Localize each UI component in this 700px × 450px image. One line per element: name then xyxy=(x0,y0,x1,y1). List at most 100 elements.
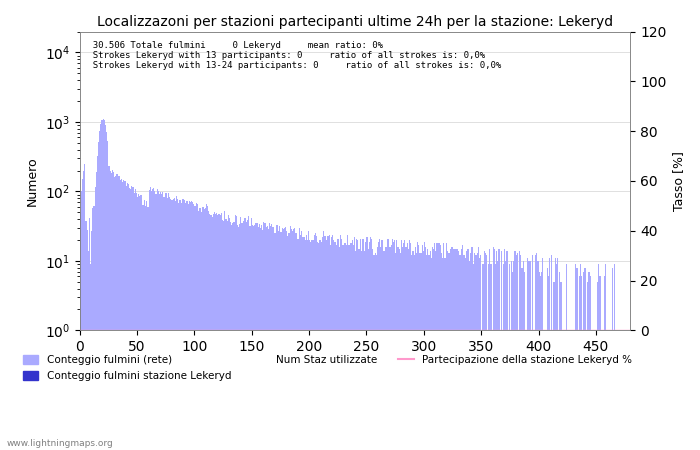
Bar xyxy=(261,225,262,450)
Bar xyxy=(91,231,92,450)
Bar xyxy=(80,191,82,450)
Bar xyxy=(502,330,503,450)
Bar xyxy=(463,256,464,450)
Bar xyxy=(519,251,520,450)
Bar xyxy=(435,251,437,450)
Bar xyxy=(356,238,357,450)
Bar xyxy=(594,330,595,450)
Bar xyxy=(355,251,356,450)
Bar xyxy=(414,247,416,450)
Bar xyxy=(314,234,315,450)
Bar xyxy=(122,181,123,450)
Bar xyxy=(549,258,550,450)
Partecipazione della stazione Lekeryd % xyxy=(246,328,255,333)
Bar xyxy=(473,264,475,450)
Bar xyxy=(315,233,316,450)
Bar xyxy=(287,236,288,450)
Bar xyxy=(477,253,478,450)
Bar xyxy=(107,141,108,450)
Bar xyxy=(249,226,251,450)
Bar xyxy=(374,253,376,450)
Bar xyxy=(130,189,132,450)
Bar xyxy=(383,251,384,450)
Bar xyxy=(402,247,403,450)
Bar xyxy=(344,243,346,450)
Bar xyxy=(268,229,269,450)
Bar xyxy=(503,264,504,450)
Bar xyxy=(330,245,331,450)
Bar xyxy=(146,201,148,450)
Bar xyxy=(297,238,298,450)
Bar xyxy=(454,249,455,450)
Bar xyxy=(298,238,299,450)
Bar xyxy=(525,330,526,450)
Partecipazione della stazione Lekeryd % xyxy=(410,328,418,333)
Bar xyxy=(278,231,279,450)
Bar xyxy=(293,229,294,450)
Bar xyxy=(438,243,439,450)
Bar xyxy=(179,200,181,450)
Bar xyxy=(102,120,103,450)
Bar xyxy=(284,228,285,450)
Bar xyxy=(152,189,153,450)
Bar xyxy=(162,192,163,450)
Bar xyxy=(578,330,579,450)
Bar xyxy=(522,261,524,450)
Bar xyxy=(494,249,495,450)
Bar xyxy=(161,194,162,450)
Bar xyxy=(547,276,549,450)
Bar xyxy=(401,240,402,450)
Bar xyxy=(576,268,578,450)
Bar xyxy=(550,330,551,450)
Bar xyxy=(175,201,176,450)
Bar xyxy=(568,330,570,450)
Bar xyxy=(535,256,536,450)
Bar xyxy=(500,251,502,450)
Bar xyxy=(103,119,104,450)
Bar xyxy=(263,222,265,450)
Bar xyxy=(392,238,393,450)
Bar xyxy=(497,261,498,450)
Partecipazione della stazione Lekeryd % xyxy=(76,328,84,333)
Bar xyxy=(207,206,208,450)
Bar xyxy=(104,120,105,450)
Bar xyxy=(240,217,241,450)
Bar xyxy=(533,330,534,450)
Bar xyxy=(178,203,179,450)
Bar xyxy=(252,225,253,450)
Bar xyxy=(386,247,387,450)
Bar xyxy=(204,208,206,450)
Bar xyxy=(288,233,290,450)
Bar xyxy=(484,253,486,450)
Bar xyxy=(119,176,120,450)
Bar xyxy=(108,166,109,450)
Bar xyxy=(272,227,274,450)
Bar xyxy=(82,179,83,450)
Bar xyxy=(89,218,90,450)
Bar xyxy=(407,243,408,450)
Bar xyxy=(181,203,182,450)
Bar xyxy=(561,330,563,450)
Bar xyxy=(459,256,461,450)
Bar xyxy=(534,330,535,450)
Bar xyxy=(349,245,351,450)
Partecipazione della stazione Lekeryd % xyxy=(575,328,583,333)
Bar xyxy=(488,264,489,450)
Bar xyxy=(557,258,558,450)
Partecipazione della stazione Lekeryd % xyxy=(480,328,488,333)
Bar xyxy=(246,222,247,450)
Bar xyxy=(208,211,209,450)
Bar xyxy=(134,193,135,450)
Bar xyxy=(505,261,506,450)
Bar xyxy=(254,225,256,450)
Bar xyxy=(230,222,231,450)
Bar xyxy=(531,330,532,450)
Bar xyxy=(506,251,507,450)
Y-axis label: Tasso [%]: Tasso [%] xyxy=(672,151,685,211)
Text: 30.506 Totale fulmini     0 Lekeryd     mean ratio: 0%
  Strokes Lekeryd with 13: 30.506 Totale fulmini 0 Lekeryd mean rat… xyxy=(83,40,502,70)
Bar xyxy=(532,256,533,450)
Bar xyxy=(353,245,354,450)
Bar xyxy=(83,171,84,450)
Bar xyxy=(90,264,91,450)
Bar xyxy=(308,231,309,450)
